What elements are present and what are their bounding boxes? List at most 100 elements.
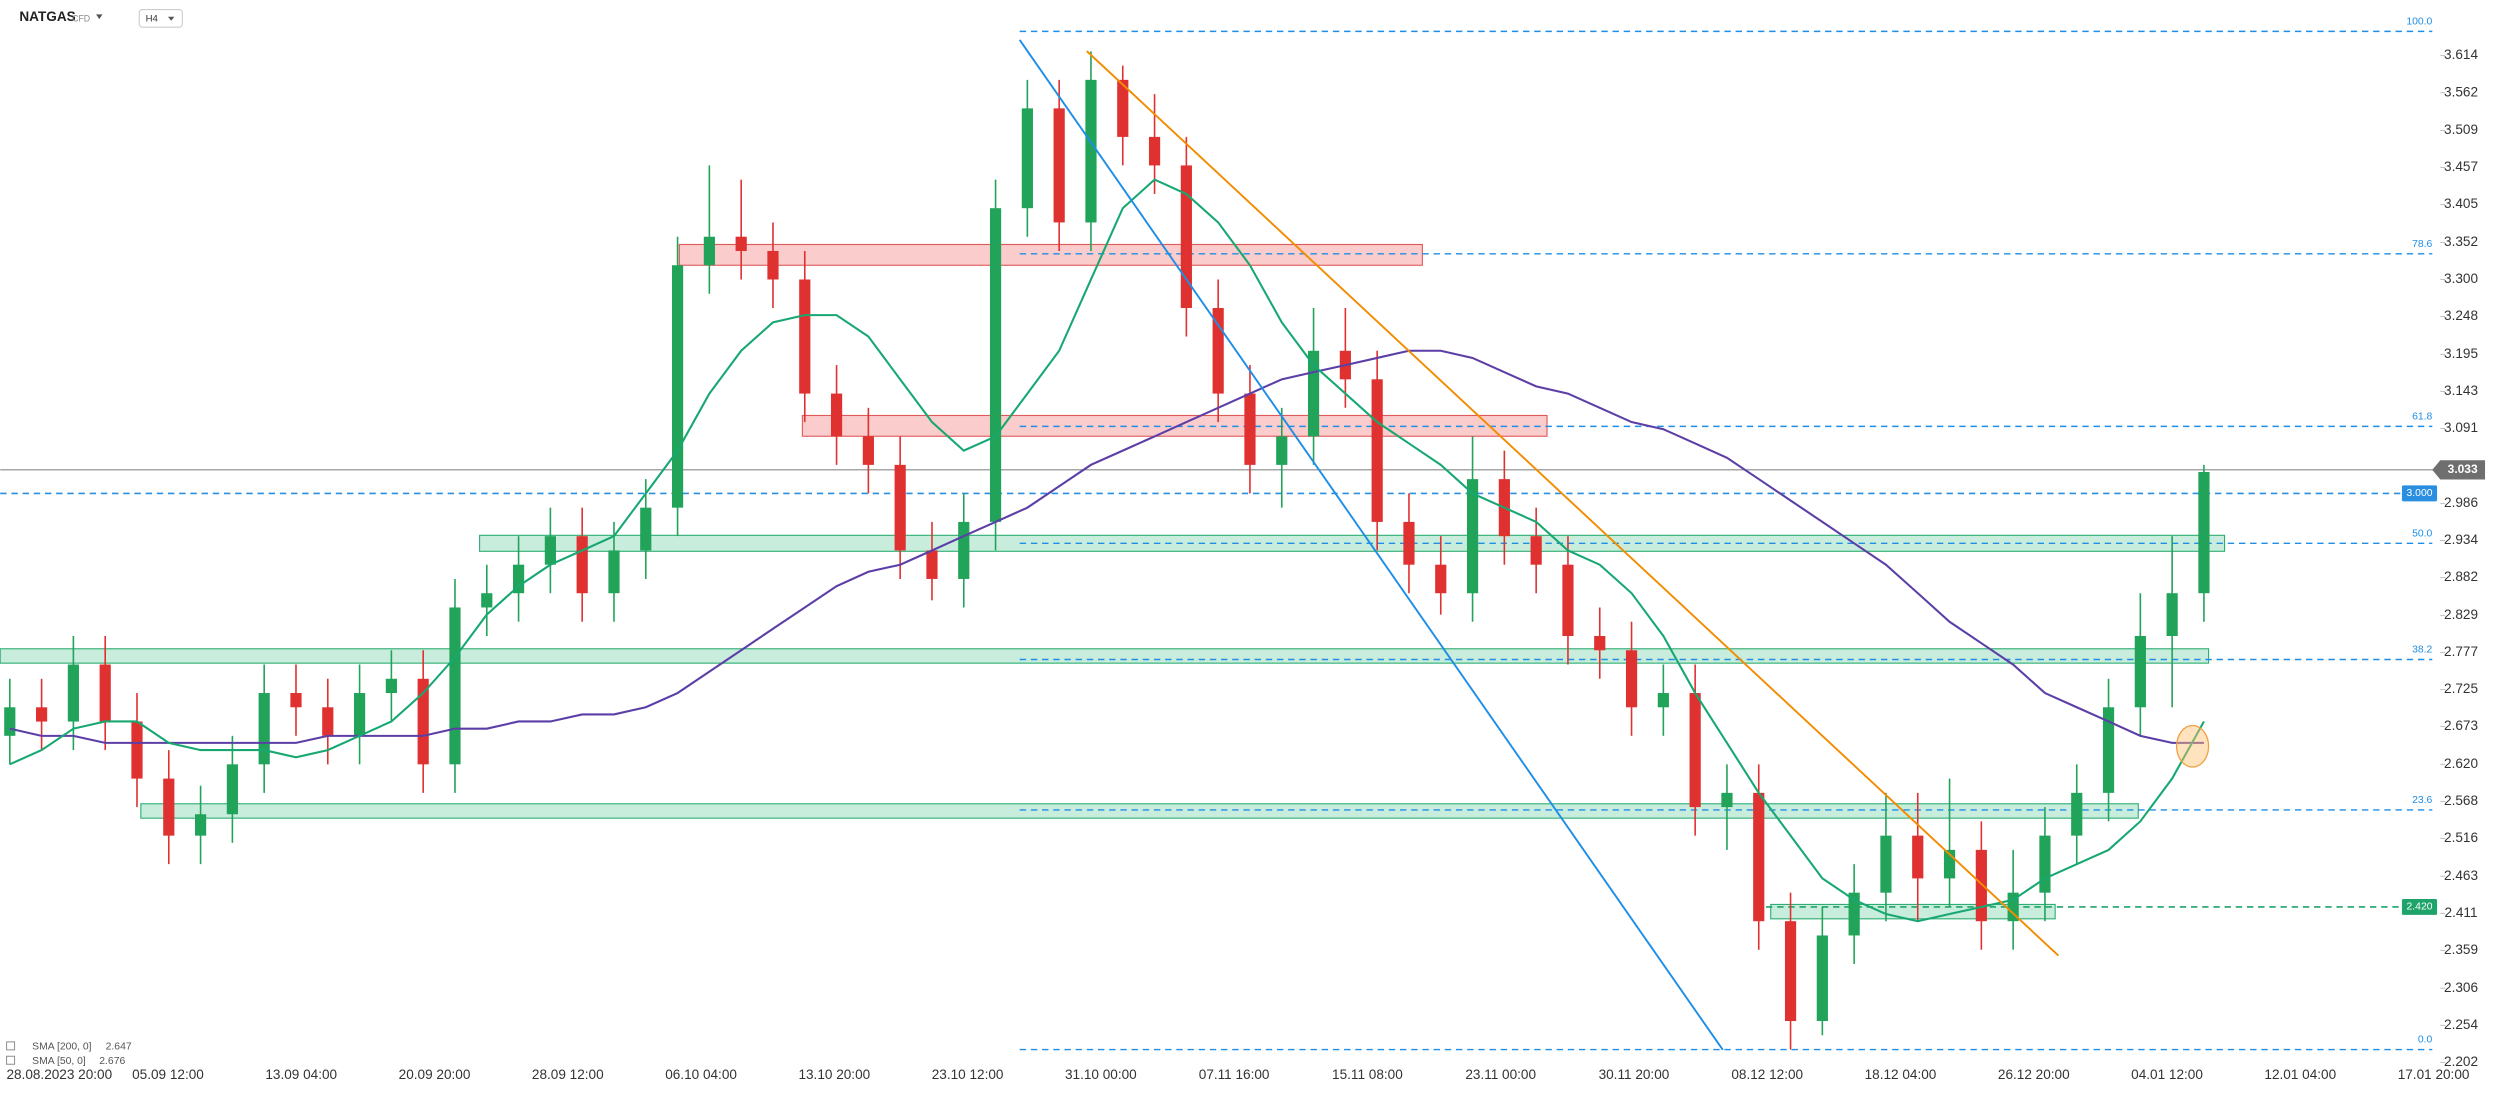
timeframe-selector[interactable] [138,9,183,28]
y-tick-label: 2.254 [2444,1017,2478,1032]
candle-body [1117,79,1129,137]
candle-body [1180,165,1192,309]
legend: SMA [200, 0] 2.647 SMA [50, 0] 2.676 [6,1041,132,1067]
x-tick-label: 28.08.2023 20:00 [6,1067,112,1082]
x-tick-label: 31.10 00:00 [1065,1067,1137,1082]
y-tick-label: 3.091 [2444,420,2478,435]
legend-name: SMA [200, 0] [32,1041,92,1052]
candle-body [2134,635,2146,708]
y-tick-label: 2.306 [2444,980,2478,995]
x-tick-label: 12.01 04:00 [2264,1067,2336,1082]
fib-label: 0.0 [2418,1035,2433,1046]
candle-body [608,550,620,594]
legend-value: 2.647 [106,1041,132,1052]
candle-body [1689,693,1701,808]
trend-line [1018,39,1724,1051]
candle-body [290,693,302,708]
y-tick-label: 2.516 [2444,830,2478,845]
support-zone [0,648,2210,664]
x-tick-label: 26.12 20:00 [1998,1067,2070,1082]
candle-body [131,721,143,779]
candle-body [67,664,79,722]
y-tick-label: 2.934 [2444,532,2478,547]
x-tick-label: 05.09 12:00 [132,1067,204,1082]
y-tick-label: 3.143 [2444,383,2478,398]
candle-body [1466,479,1479,594]
candle-body [2007,892,2019,922]
candle-body [481,593,493,608]
x-tick-label: 15.11 08:00 [1332,1067,1403,1082]
candle-body [1371,379,1383,522]
candle-body [1053,108,1065,223]
x-tick-label: 23.11 00:00 [1465,1067,1536,1082]
y-tick-label: 2.882 [2444,569,2478,584]
candle-body [449,607,461,765]
y-tick-label: 2.359 [2444,942,2478,957]
candle-body [226,764,238,815]
candle-body [163,778,175,836]
support-zone [479,534,2226,552]
x-tick-label: 20.09 20:00 [399,1067,471,1082]
candle-body [2166,593,2178,636]
candle-body [385,678,397,694]
symbol: NATGAS [19,9,75,24]
candle-body [640,507,652,551]
y-tick-label: 3.300 [2444,271,2478,286]
y-tick-label: 3.352 [2444,234,2478,249]
candle-body [1148,136,1161,166]
y-tick-label: 3.405 [2444,196,2478,211]
candles [4,51,2210,1050]
y-tick-label: 2.568 [2444,793,2478,808]
legend-name: SMA [50, 0] [32,1056,86,1067]
fib-label: 50.0 [2412,528,2432,539]
price-level-box [2401,485,2438,502]
axes: 3.614 3.562 3.509 3.457 3.405 3.352 3.300 3.248… [6,47,2486,1082]
dropdown-arrow[interactable] [96,14,103,20]
candle-body [1530,536,1542,565]
candle-body [2198,472,2210,594]
fib-label: 100.0 [2406,17,2432,28]
x-tick-label: 17.01 20:00 [2398,1067,2470,1082]
y-tick-label: 3.195 [2444,346,2478,361]
candle-body [1021,108,1033,209]
y-tick-label: 3.248 [2444,308,2478,323]
candle-body [99,664,111,722]
candle-body [2039,835,2051,893]
y-tick-label: 3.509 [2444,122,2478,137]
y-tick-label: 3.562 [2444,84,2478,99]
x-tick-label: 07.11 16:00 [1199,1067,1270,1082]
candle-body [1562,564,1574,636]
y-tick-label: 2.986 [2444,495,2478,510]
legend-value: 2.676 [99,1056,125,1067]
candle-body [1594,635,1606,651]
price-level-box [2401,898,2438,915]
candle-body [1816,935,1828,1022]
price-level-label: 3.000 [2407,488,2433,499]
current-price-label: 3.033 [2448,462,2478,476]
current-price-box [2432,460,2486,480]
candle-body [1848,892,1860,936]
candle-body [767,250,779,280]
candle-body [1975,849,1987,922]
x-tick-label: 30.11 20:00 [1599,1067,1670,1082]
candle-body [1307,350,1320,437]
x-tick-label: 13.09 04:00 [265,1067,337,1082]
y-tick-label: 2.411 [2445,905,2478,920]
candle-body [322,707,334,736]
candle-body [1721,792,1733,808]
fib-label: 78.6 [2412,239,2432,250]
candle-body [544,536,556,565]
support-zone [140,803,2139,819]
candle-body [353,693,366,736]
candle-body [1403,521,1415,565]
price-level-label: 2.420 [2407,902,2433,913]
highlight-circle [2175,724,2210,768]
candle-body [417,678,429,765]
candle-body [194,814,207,836]
y-tick-label: 2.673 [2444,718,2478,733]
candle-body [1657,693,1669,708]
fib-label: 23.6 [2412,795,2432,806]
x-tick-label: 04.01 12:00 [2131,1067,2203,1082]
candle-body [2071,792,2083,836]
